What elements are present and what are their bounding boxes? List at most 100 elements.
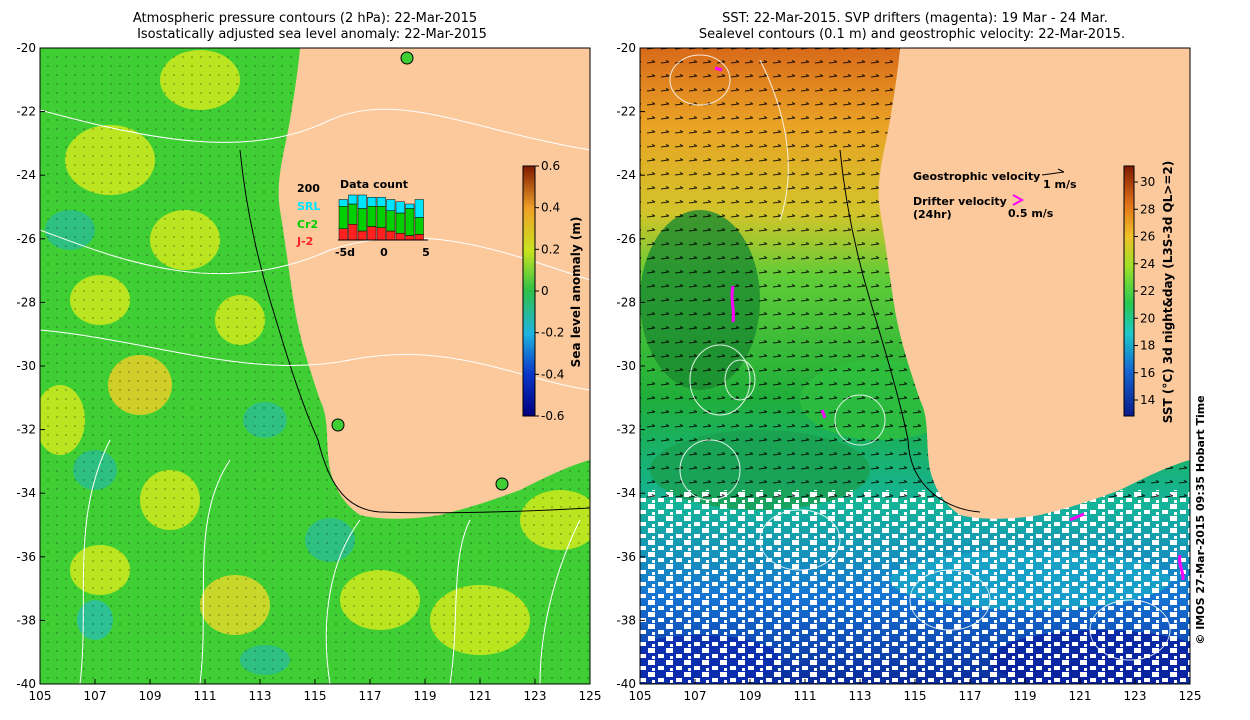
right-panel: SST: 22-Mar-2015. SVP drifters (magenta)… xyxy=(639,11,1191,685)
colorbar-tick-label: 0.2 xyxy=(541,242,560,256)
colorbar-tick-label: 26 xyxy=(1140,230,1155,244)
y-tick-label: -36 xyxy=(16,550,36,564)
x-tick-label: 121 xyxy=(1069,689,1092,703)
left-title-line1: Atmospheric pressure contours (2 hPa): 2… xyxy=(133,11,477,26)
x-tick-label: 105 xyxy=(629,689,652,703)
data-count-bar xyxy=(414,234,424,241)
data-count-bar xyxy=(338,199,348,207)
data-count-bar xyxy=(414,217,424,235)
data-count-bar xyxy=(348,224,358,241)
drifter-track xyxy=(1069,512,1085,522)
pressure-contours xyxy=(40,108,590,684)
colorbar-tick-label: 14 xyxy=(1140,393,1155,407)
right-title-line2: Sealevel contours (0.1 m) and geostrophi… xyxy=(699,27,1125,42)
depth-contour-right xyxy=(839,149,981,513)
data-count-bar xyxy=(348,194,358,205)
x-tick-label: 119 xyxy=(414,689,437,703)
drifter-track xyxy=(730,285,735,323)
data-count-xtick: 0 xyxy=(380,246,388,259)
drifter-velocity-sublabel: (24hr) xyxy=(913,208,952,221)
data-count-bar xyxy=(357,194,367,209)
data-count-title: Data count xyxy=(340,178,408,191)
svp-drifters xyxy=(714,66,1185,581)
data-count-xtick: 5 xyxy=(422,246,430,259)
drifter-track xyxy=(820,409,827,419)
geo-velocity-arrow xyxy=(1041,171,1065,176)
colorbar-tick-label: 0.4 xyxy=(541,201,560,215)
data-count-bar xyxy=(357,230,367,241)
data-count-bar xyxy=(338,206,348,229)
data-count-xtick: -5d xyxy=(335,246,355,259)
legend-srl: SRL xyxy=(297,200,320,213)
x-tick-label: 107 xyxy=(684,689,707,703)
sst-colorbar: 30 28 26 24 22 20 18 16 14 SST (°C) 3d night&day… xyxy=(1123,161,1175,424)
y-tick-label: -30 xyxy=(16,359,36,373)
cloud-mask xyxy=(640,490,1190,684)
right-title-line1: SST: 22-Mar-2015. SVP drifters (magenta)… xyxy=(722,11,1108,26)
y-tick-label: -26 xyxy=(616,232,636,246)
colorbar-tick-label: -0.4 xyxy=(541,367,564,381)
velocity-legend: Geostrophic velocity 1 m/s Drifter veloc… xyxy=(913,168,1077,221)
x-tick-label: 117 xyxy=(359,689,382,703)
data-count-bar xyxy=(348,203,358,225)
y-tick-label: -22 xyxy=(616,105,636,119)
y-tick-label: -28 xyxy=(16,295,36,309)
data-count-bar xyxy=(367,197,377,207)
x-tick-label: 111 xyxy=(794,689,817,703)
drifter-velocity-scale: 0.5 m/s xyxy=(1008,207,1054,220)
x-tick-label: 105 xyxy=(29,689,52,703)
tide-gauge-marker xyxy=(331,418,345,432)
x-tick-label: 119 xyxy=(1014,689,1037,703)
x-tick-label: 107 xyxy=(84,689,107,703)
sst-map: Geostrophic velocity 1 m/s Drifter veloc… xyxy=(640,48,1190,684)
x-tick-label: 117 xyxy=(959,689,982,703)
x-tick-label: 109 xyxy=(739,689,762,703)
data-count-bar xyxy=(376,197,386,207)
x-tick-label: 123 xyxy=(1124,689,1147,703)
x-tick-label: 113 xyxy=(249,689,272,703)
x-tick-label: 125 xyxy=(579,689,602,703)
data-count-bar xyxy=(376,206,386,228)
y-tick-label: -34 xyxy=(616,486,636,500)
y-tick-label: -32 xyxy=(16,423,36,437)
y-tick-label: -20 xyxy=(16,41,36,55)
data-count-bar xyxy=(405,235,415,241)
left-title-line2: Isostatically adjusted sea level anomaly… xyxy=(137,27,487,42)
data-count-bar xyxy=(386,199,396,211)
data-count-bar xyxy=(395,201,405,214)
y-tick-label: -40 xyxy=(616,677,636,691)
tide-gauge-marker xyxy=(495,477,509,491)
data-count-bar xyxy=(357,208,367,232)
sealevel-contours xyxy=(669,54,1171,661)
colorbar-tick-label: 22 xyxy=(1140,284,1155,298)
colorbar-tick-label: 20 xyxy=(1140,311,1155,325)
data-count-inset: Data count 200 SRL Cr2 J-2 -5d 0 5 xyxy=(296,178,430,259)
data-count-bar xyxy=(414,199,424,218)
data-count-bar xyxy=(367,226,377,241)
data-count-bar xyxy=(386,210,396,232)
data-count-bar xyxy=(405,203,415,209)
colorbar-tick-label: -0.2 xyxy=(541,326,564,340)
depth-contour-left xyxy=(239,149,590,514)
colorbar-tick-label: 16 xyxy=(1140,366,1155,380)
colorbar-tick-label: 0 xyxy=(541,284,549,298)
sst-colorbar-label: SST (°C) 3d night&day (L3S-3d QL>=2) xyxy=(1161,161,1175,424)
y-tick-label: -20 xyxy=(616,41,636,55)
drifter-track xyxy=(714,66,723,72)
y-tick-label: -34 xyxy=(16,486,36,500)
data-count-bar xyxy=(405,208,415,236)
y-tick-label: -38 xyxy=(16,613,36,627)
credit-text: © IMOS 27-Mar-2015 09:35 Hobart Time xyxy=(1194,395,1207,644)
colorbar-tick-label: 30 xyxy=(1140,175,1155,189)
legend-cr2: Cr2 xyxy=(297,218,318,231)
y-tick-label: -28 xyxy=(616,295,636,309)
colorbar-tick-label: -0.6 xyxy=(541,409,564,423)
x-tick-label: 121 xyxy=(469,689,492,703)
colorbar-tick-label: 24 xyxy=(1140,257,1155,271)
x-tick-label: 109 xyxy=(139,689,162,703)
legend-j2: J-2 xyxy=(296,235,313,248)
x-tick-label: 111 xyxy=(194,689,217,703)
y-tick-label: -30 xyxy=(616,359,636,373)
geo-velocity-label: Geostrophic velocity xyxy=(913,170,1040,183)
colorbar-tick-label: 28 xyxy=(1140,202,1155,216)
